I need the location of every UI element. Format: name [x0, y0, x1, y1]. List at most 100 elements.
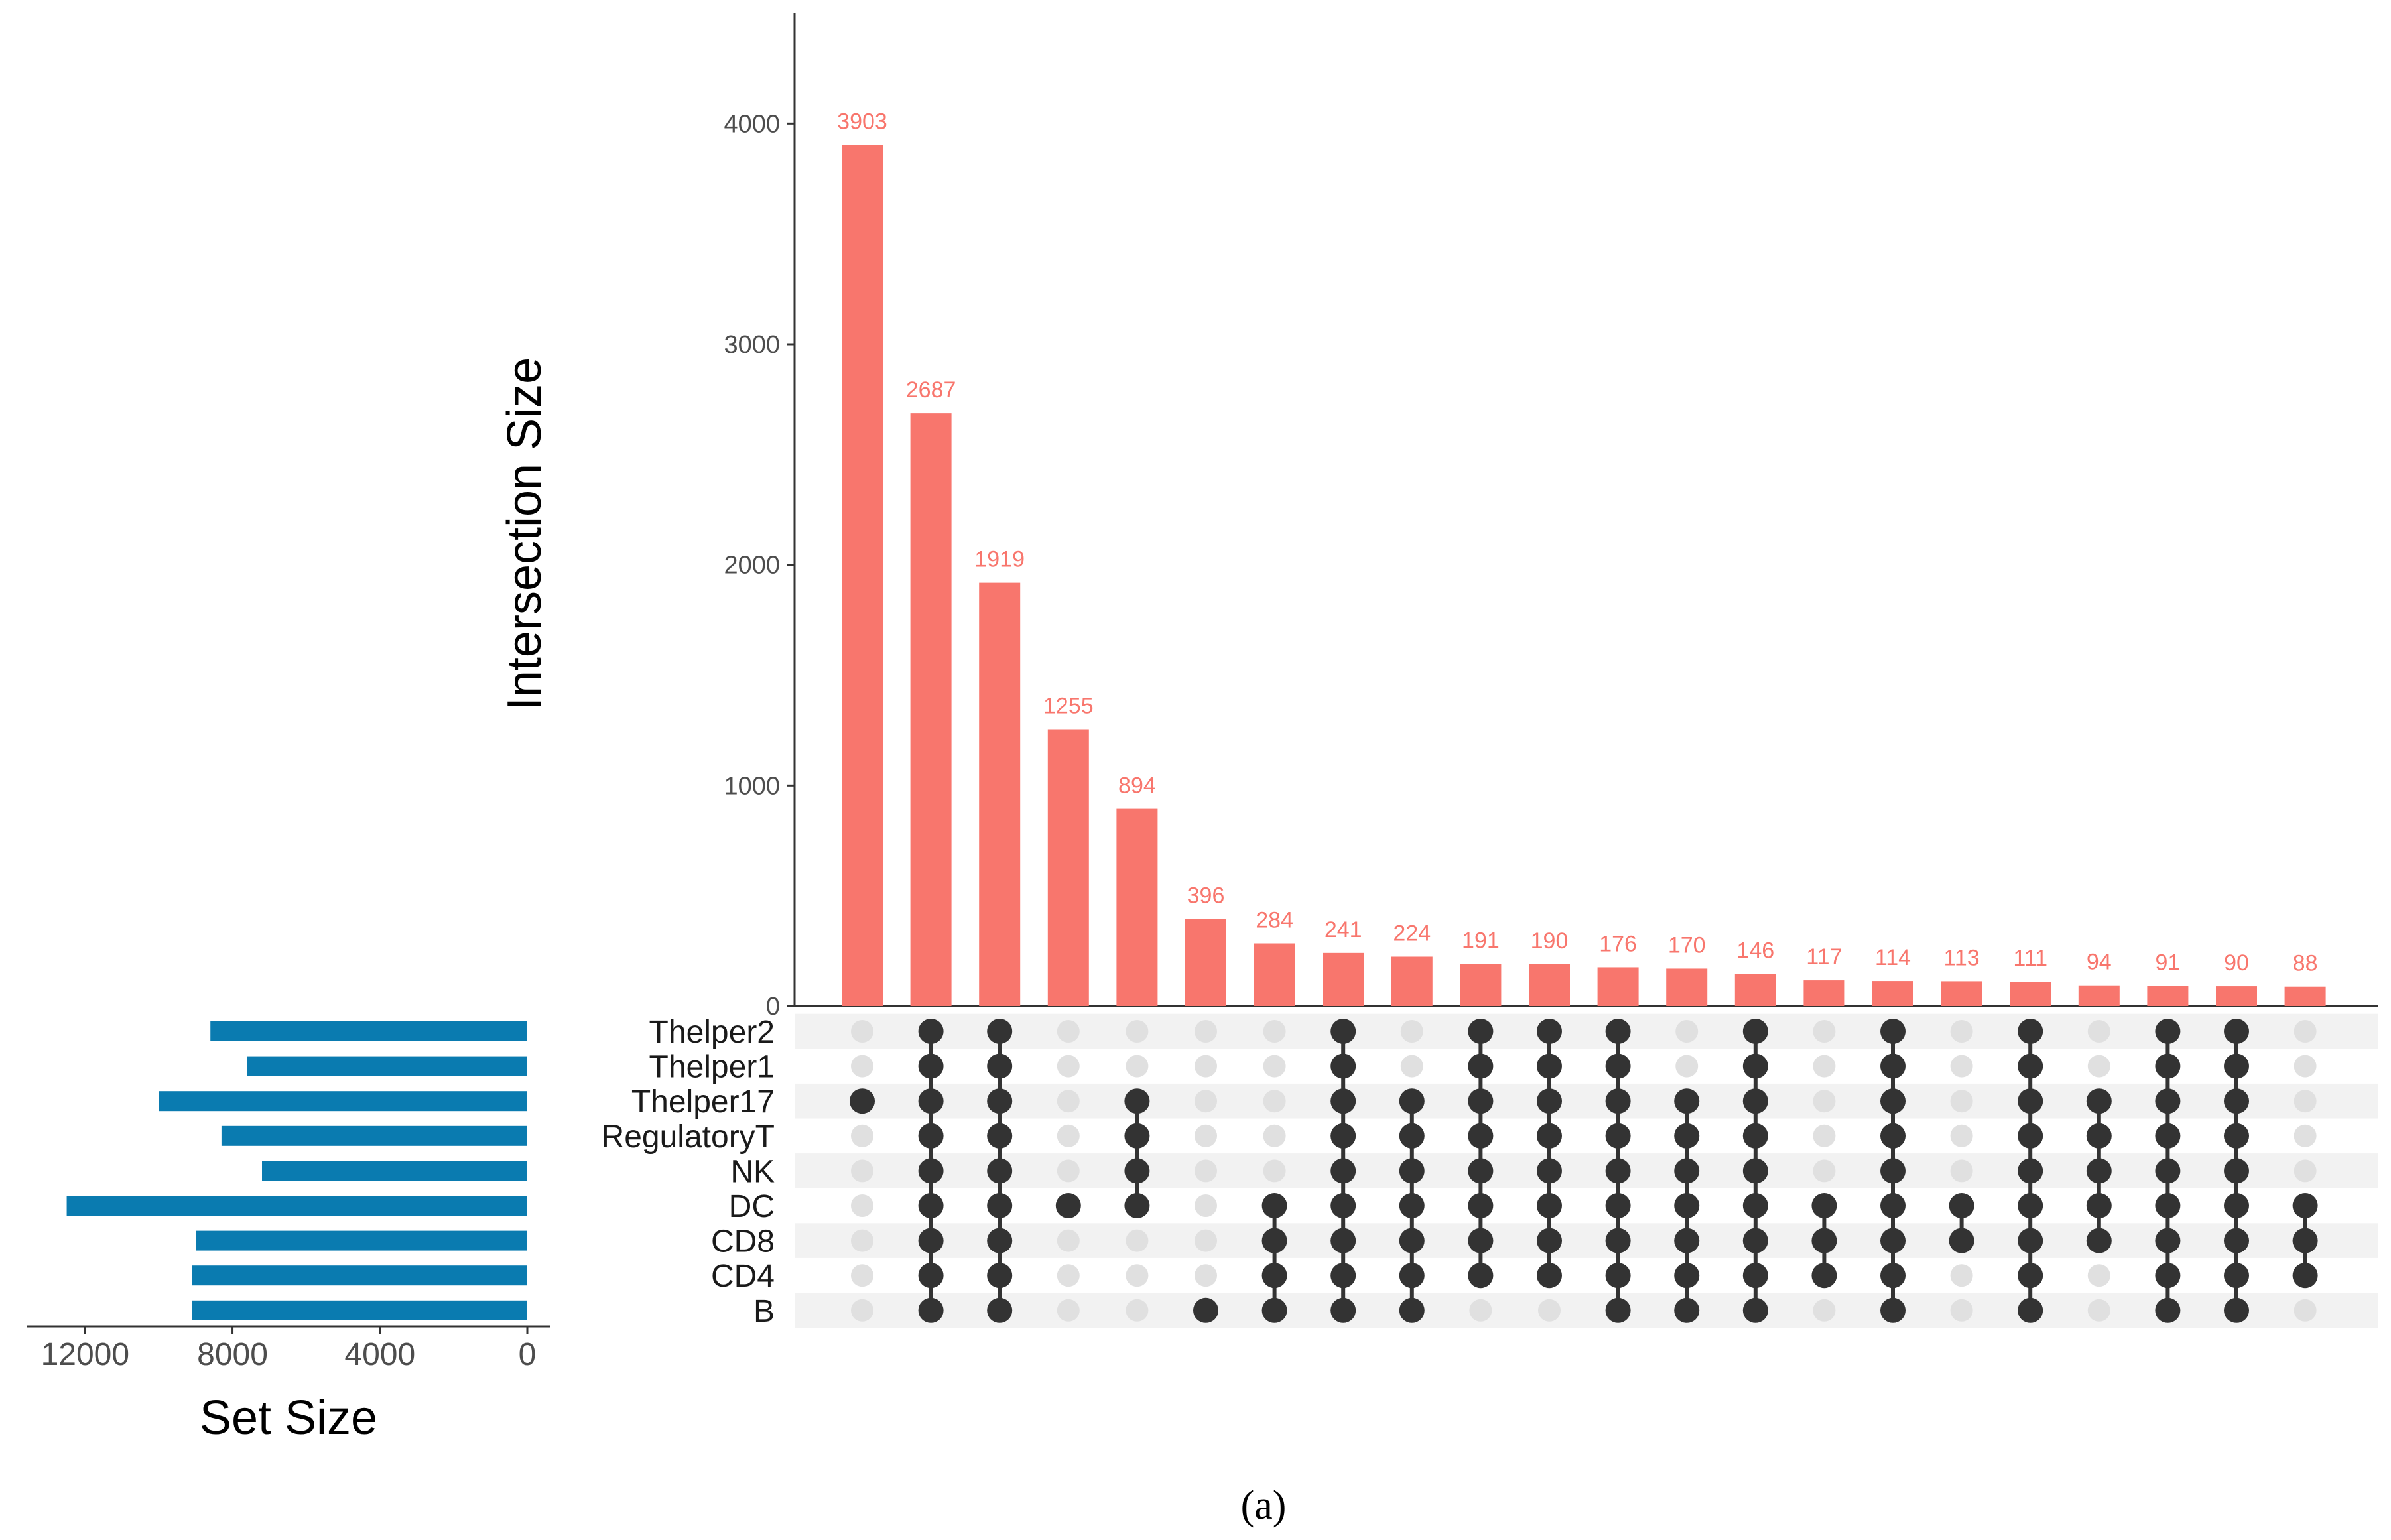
set-size-bar-NK — [262, 1161, 527, 1181]
matrix-dot-active — [918, 1088, 944, 1114]
matrix-dot-active — [1537, 1019, 1562, 1044]
matrix-row-stripes — [795, 1013, 2378, 1328]
matrix-dot-inactive — [851, 1299, 873, 1322]
matrix-dot-active — [1605, 1228, 1631, 1253]
matrix-dot-active — [2224, 1019, 2249, 1044]
matrix-dot-inactive — [1400, 1055, 1423, 1078]
matrix-dot-inactive — [851, 1194, 873, 1217]
matrix-dot-active — [1537, 1088, 1562, 1114]
matrix-dot-active — [2155, 1228, 2181, 1253]
matrix-dot-inactive — [1813, 1055, 1836, 1078]
matrix-dot-active — [2155, 1297, 2181, 1323]
y-tick-label: 2000 — [724, 552, 780, 580]
matrix-dot-active — [2224, 1263, 2249, 1289]
intersection-bar-value: 113 — [1943, 945, 1979, 970]
intersection-bar-value: 2687 — [906, 377, 956, 403]
intersection-bar — [1254, 943, 1295, 1006]
intersection-bar-value: 114 — [1875, 945, 1911, 970]
matrix-dot-active — [1330, 1263, 1356, 1289]
matrix-dot-active — [2086, 1158, 2112, 1184]
set-axis-tick-label: 12000 — [41, 1337, 129, 1372]
set-axis-tick-label: 8000 — [197, 1337, 268, 1372]
matrix-dot-active — [2224, 1297, 2249, 1323]
matrix-dot-active — [987, 1228, 1013, 1253]
matrix-dot-inactive — [1950, 1299, 1973, 1322]
matrix-dot-inactive — [1057, 1264, 1080, 1287]
matrix-dot-inactive — [2294, 1090, 2317, 1113]
matrix-dot-inactive — [1057, 1229, 1080, 1252]
matrix-dot-active — [2224, 1053, 2249, 1079]
matrix-dot-inactive — [1126, 1299, 1149, 1322]
matrix-dot-active — [2018, 1263, 2043, 1289]
matrix-dot-active — [2155, 1019, 2181, 1044]
matrix-dot-active — [1330, 1019, 1356, 1044]
matrix-dot-inactive — [851, 1124, 873, 1147]
intersection-bar-value: 241 — [1325, 917, 1362, 942]
matrix-dot-inactive — [1263, 1159, 1286, 1183]
set-size-bar-DC — [66, 1196, 528, 1216]
matrix-dot-active — [1880, 1088, 1906, 1114]
matrix-dot-active — [1537, 1158, 1562, 1184]
intersection-size-axis: 0 1000 2000 3000 4000 — [724, 13, 2378, 1021]
set-size-bar-Thelper17 — [159, 1091, 527, 1112]
intersection-bar-value: 90 — [2224, 950, 2249, 976]
intersection-bar — [2147, 986, 2189, 1006]
matrix-dot-inactive — [1469, 1299, 1492, 1322]
matrix-dot-active — [2155, 1088, 2181, 1114]
matrix-dot-inactive — [1195, 1229, 1217, 1252]
matrix-dot-active — [2292, 1228, 2318, 1253]
matrix-dot-inactive — [1813, 1090, 1836, 1113]
matrix-dot-inactive — [1057, 1299, 1080, 1322]
matrix-dot-active — [1330, 1193, 1356, 1218]
matrix-dot-active — [1880, 1053, 1906, 1079]
y-tick-label: 1000 — [724, 772, 780, 800]
matrix-dot-active — [2224, 1088, 2249, 1114]
matrix-dot-active — [1880, 1263, 1906, 1289]
intersection-bar-value: 190 — [1531, 929, 1569, 954]
intersection-bar-value: 1255 — [1043, 694, 1094, 719]
matrix-dot-active — [1605, 1263, 1631, 1289]
matrix-dot-active — [918, 1297, 944, 1323]
matrix-dot-inactive — [1950, 1124, 1973, 1147]
intersection-bar — [1597, 967, 1639, 1006]
intersection-bar — [1116, 808, 1158, 1006]
matrix-dot-active — [1399, 1158, 1425, 1184]
matrix-dot-active — [1674, 1193, 1700, 1218]
intersection-bar-value: 146 — [1736, 938, 1774, 963]
intersection-bar-value: 91 — [2155, 950, 2180, 976]
intersection-bar — [910, 413, 952, 1006]
matrix-dot-active — [2155, 1263, 2181, 1289]
figure-caption: (a) — [1241, 1483, 1287, 1528]
set-label-CD4: CD4 — [711, 1259, 775, 1294]
matrix-dot-active — [1468, 1088, 1494, 1114]
matrix-dot-active — [987, 1088, 1013, 1114]
matrix-dot-inactive — [1195, 1090, 1217, 1113]
matrix-dot-inactive — [1057, 1055, 1080, 1078]
matrix-dot-inactive — [1195, 1020, 1217, 1043]
intersection-bar — [2078, 985, 2120, 1006]
matrix-dot-active — [987, 1158, 1013, 1184]
set-size-bars — [66, 1021, 528, 1320]
matrix-dot-active — [1742, 1053, 1768, 1079]
intersection-bar-value: 224 — [1393, 921, 1431, 946]
matrix-dot-active — [1605, 1297, 1631, 1323]
intersection-bar — [2284, 986, 2326, 1006]
matrix-dot-inactive — [2087, 1055, 2110, 1078]
matrix-dot-active — [1261, 1228, 1287, 1253]
matrix-dot-inactive — [851, 1264, 873, 1287]
matrix-dot-active — [2155, 1193, 2181, 1218]
matrix-dot-inactive — [2087, 1264, 2110, 1287]
intersection-bar-value: 170 — [1668, 932, 1706, 958]
intersection-bar-value: 284 — [1256, 908, 1293, 933]
matrix-dot-active — [1674, 1297, 1700, 1323]
intersection-bar — [979, 582, 1021, 1006]
set-size-bar-Thelper2 — [210, 1021, 527, 1041]
set-label-CD8: CD8 — [711, 1224, 775, 1259]
matrix-dot-active — [1537, 1193, 1562, 1218]
matrix-dot-active — [2018, 1019, 2043, 1044]
matrix-dot-inactive — [1675, 1055, 1699, 1078]
matrix-dot-active — [918, 1193, 944, 1218]
intersection-bar — [1872, 981, 1913, 1006]
intersection-bar — [1460, 964, 1502, 1006]
